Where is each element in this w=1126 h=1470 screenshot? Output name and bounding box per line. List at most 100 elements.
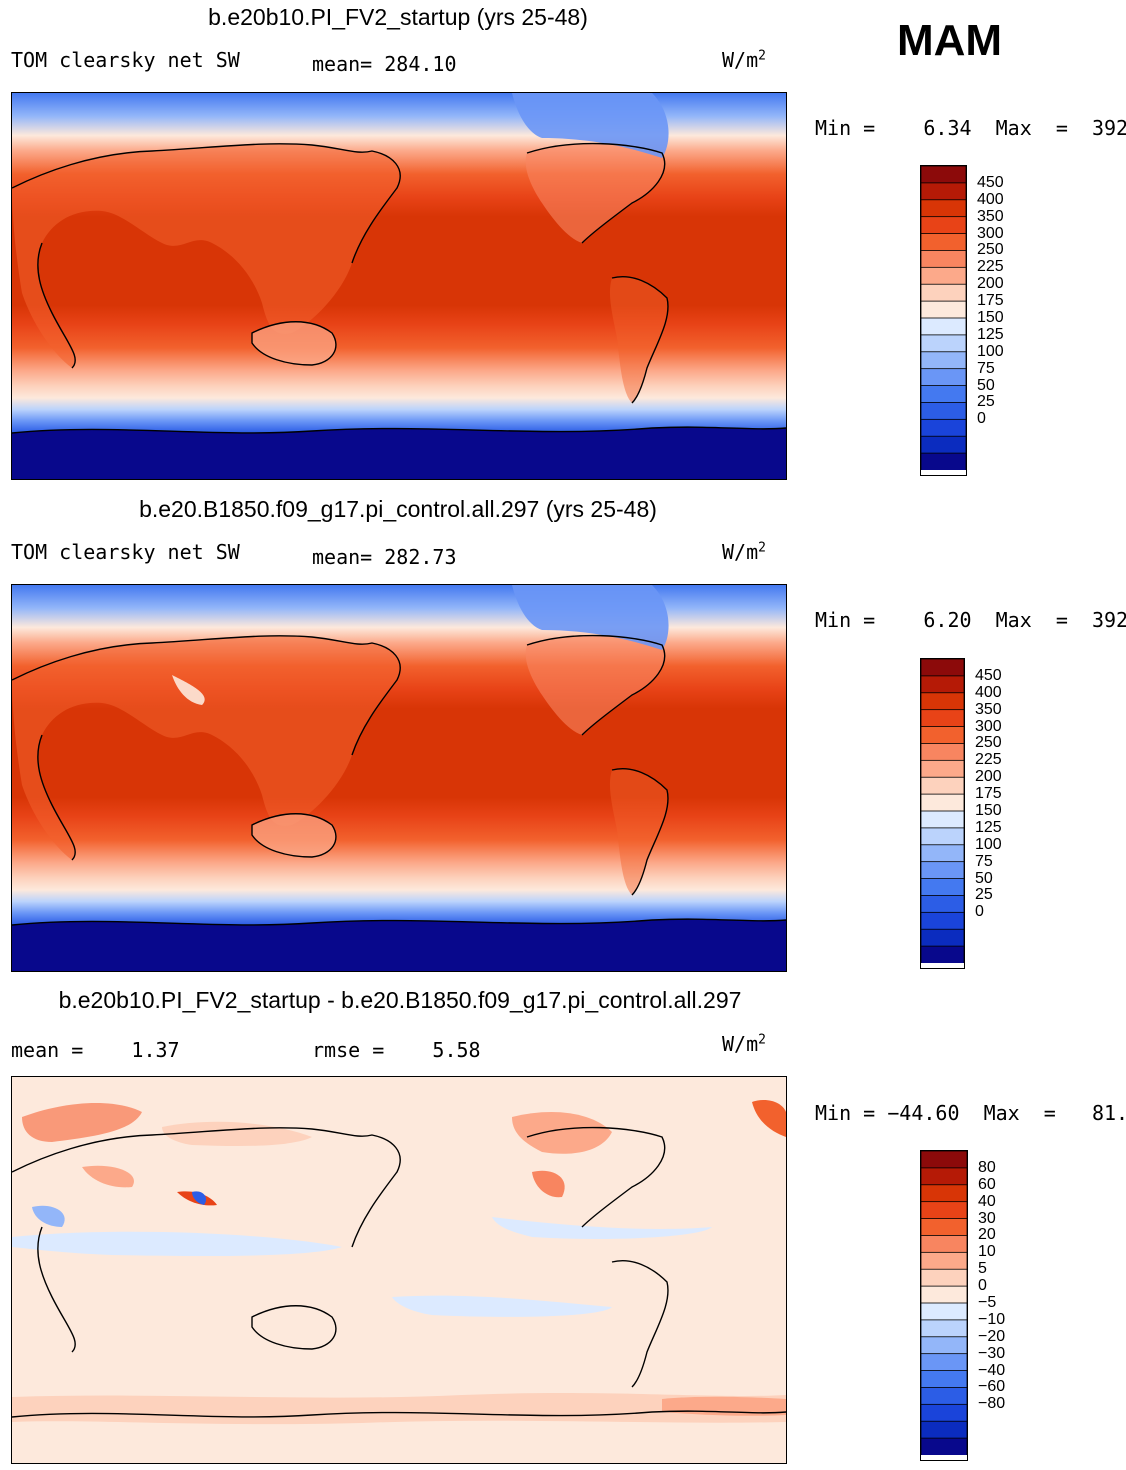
panel-1-colorbar-box bbox=[920, 216, 967, 235]
season-label: MAM bbox=[897, 16, 1003, 65]
panel-3-colorbar-box bbox=[920, 1150, 968, 1169]
panel-3-colorbar-box bbox=[920, 1353, 968, 1372]
panel-1-map bbox=[11, 92, 787, 480]
panel-3-colorbar-label: 30 bbox=[978, 1209, 996, 1227]
panel-2-colorbar-label: 125 bbox=[975, 818, 1002, 836]
panel-2-colorbar-box bbox=[920, 743, 965, 762]
panel-2-colorbar-label: 200 bbox=[975, 768, 1002, 786]
panel-3-colorbar-box bbox=[920, 1370, 968, 1389]
panel-3-colorbar-box bbox=[920, 1235, 968, 1254]
panel-2-colorbar-box bbox=[920, 861, 965, 880]
panel-2-colorbar-box bbox=[920, 878, 965, 897]
panel-1-colorbar-box bbox=[920, 402, 967, 421]
panel-3-colorbar-box bbox=[920, 1184, 968, 1203]
panel-1-colorbar-box bbox=[920, 233, 967, 252]
panel-1-colorbar-label: 75 bbox=[977, 359, 995, 377]
panel-3-colorbar-box bbox=[920, 1285, 968, 1304]
panel-3-colorbar-label: −5 bbox=[978, 1294, 997, 1311]
panel-3-colorbar-box bbox=[920, 1403, 968, 1423]
panel-2-colorbar-label: 25 bbox=[975, 886, 993, 904]
panel-1-colorbar-box bbox=[920, 385, 967, 404]
panel-2-colorbar bbox=[920, 658, 965, 969]
panel-2-colorbar-label: 300 bbox=[975, 717, 1002, 735]
panel-2-colorbar-svg bbox=[920, 658, 965, 964]
panel-2-colorbar-label: 50 bbox=[975, 869, 993, 887]
panel-3-mean: mean = 1.37 bbox=[11, 1038, 180, 1062]
panel-2-colorbar-box bbox=[920, 895, 965, 914]
panel-3-map-svg bbox=[12, 1077, 786, 1463]
panel-1-minmax: Min = 6.34 Max = 392.53 bbox=[815, 116, 1126, 140]
panel-3-colorbar-label: 40 bbox=[978, 1192, 996, 1210]
panel-2-colorbar-box bbox=[920, 776, 965, 796]
panel-2-colorbar-box bbox=[920, 726, 965, 745]
panel-1-colorbar-label: 25 bbox=[977, 393, 995, 411]
panel-3-units: W/m2 bbox=[722, 1032, 766, 1056]
panel-1-colorbar-box bbox=[920, 300, 967, 319]
panel-2-variable-label: TOM clearsky net SW bbox=[11, 540, 240, 564]
panel-2-colorbar-box bbox=[920, 675, 965, 694]
panel-3-colorbar-box bbox=[920, 1319, 968, 1338]
panel-3-colorbar-box bbox=[920, 1420, 968, 1440]
panel-3-colorbar-label: 80 bbox=[978, 1158, 996, 1176]
panel-3-colorbar-box bbox=[920, 1268, 968, 1288]
panel-3-colorbar-label: 20 bbox=[978, 1226, 996, 1244]
panel-2-colorbar-label: 150 bbox=[975, 802, 1002, 819]
panel-1-colorbar-label: 400 bbox=[977, 190, 1004, 208]
panel-3-colorbar-label: −30 bbox=[978, 1344, 1006, 1362]
panel-2-colorbar-label: 250 bbox=[975, 734, 1002, 752]
panel-3-colorbar-label: 10 bbox=[978, 1243, 996, 1261]
panel-1-colorbar-box bbox=[920, 452, 967, 471]
panel-2-colorbar-box bbox=[920, 945, 965, 964]
panel-3-colorbar-box bbox=[920, 1167, 968, 1186]
panel-1-colorbar-box bbox=[920, 317, 967, 336]
panel-1-units: W/m2 bbox=[722, 48, 766, 72]
panel-1-colorbar-box bbox=[920, 199, 967, 218]
panel-1-colorbar-box bbox=[920, 334, 967, 353]
panel-3-colorbar-label: −80 bbox=[978, 1395, 1006, 1413]
panel-3-colorbar-box bbox=[920, 1302, 968, 1321]
panel-3-colorbar-box bbox=[920, 1437, 968, 1456]
panel-1-colorbar-box bbox=[920, 368, 967, 387]
panel-3-colorbar-label: 5 bbox=[978, 1260, 987, 1278]
panel-2-colorbar-label: 175 bbox=[975, 785, 1002, 803]
panel-2-colorbar-label: 100 bbox=[975, 835, 1002, 853]
panel-1-colorbar-box bbox=[920, 435, 967, 455]
panel-2-colorbar-box bbox=[920, 692, 965, 711]
panel-3-colorbar-label: −20 bbox=[978, 1327, 1006, 1345]
panel-1-colorbar-label: 225 bbox=[977, 258, 1004, 276]
panel-1-colorbar-box bbox=[920, 418, 967, 438]
panel-2-colorbar-box bbox=[920, 827, 965, 846]
panel-2-colorbar-box bbox=[920, 928, 965, 948]
panel-3-title: b.e20b10.PI_FV2_startup - b.e20.B1850.f0… bbox=[58, 987, 742, 1013]
panel-1-colorbar-box bbox=[920, 266, 967, 286]
panel-3-rmse: rmse = 5.58 bbox=[312, 1038, 481, 1062]
panel-2-colorbar-box bbox=[920, 911, 965, 931]
panel-2-units: W/m2 bbox=[722, 540, 766, 564]
panel-1-title: b.e20b10.PI_FV2_startup (yrs 25-48) bbox=[208, 4, 588, 30]
panel-1-colorbar-label: 300 bbox=[977, 224, 1004, 242]
panel-3-colorbar-label: 0 bbox=[978, 1277, 987, 1295]
panel-3-map bbox=[11, 1076, 787, 1464]
panel-3-colorbar-box bbox=[920, 1251, 968, 1271]
panel-1-colorbar-box bbox=[920, 250, 967, 269]
panel-3-colorbar-label: −60 bbox=[978, 1378, 1006, 1396]
panel-3-colorbar-label: −40 bbox=[978, 1361, 1006, 1379]
panel-3-colorbar-svg bbox=[920, 1150, 968, 1456]
panel-1-colorbar-label: 450 bbox=[977, 173, 1004, 191]
panel-1-colorbar-label: 0 bbox=[977, 410, 986, 428]
panel-1-colorbar bbox=[920, 165, 967, 476]
panel-3-colorbar bbox=[920, 1150, 968, 1461]
panel-1-colorbar-label: 100 bbox=[977, 342, 1004, 360]
panel-1-colorbar-svg bbox=[920, 165, 967, 471]
panel-1-map-svg bbox=[12, 93, 786, 479]
panel-1-colorbar-box bbox=[920, 165, 967, 184]
panel-1-colorbar-label: 150 bbox=[977, 309, 1004, 326]
panel-2-colorbar-box bbox=[920, 793, 965, 812]
panel-3-minmax: Min = −44.60 Max = 81.92 bbox=[815, 1101, 1126, 1125]
panel-2-colorbar-box bbox=[920, 709, 965, 728]
panel-1-colorbar-label: 175 bbox=[977, 292, 1004, 310]
panel-2-colorbar-label: 0 bbox=[975, 903, 984, 921]
panel-1-variable-label: TOM clearsky net SW bbox=[11, 48, 240, 72]
panel-2-colorbar-label: 450 bbox=[975, 666, 1002, 684]
panel-2-colorbar-box bbox=[920, 658, 965, 677]
